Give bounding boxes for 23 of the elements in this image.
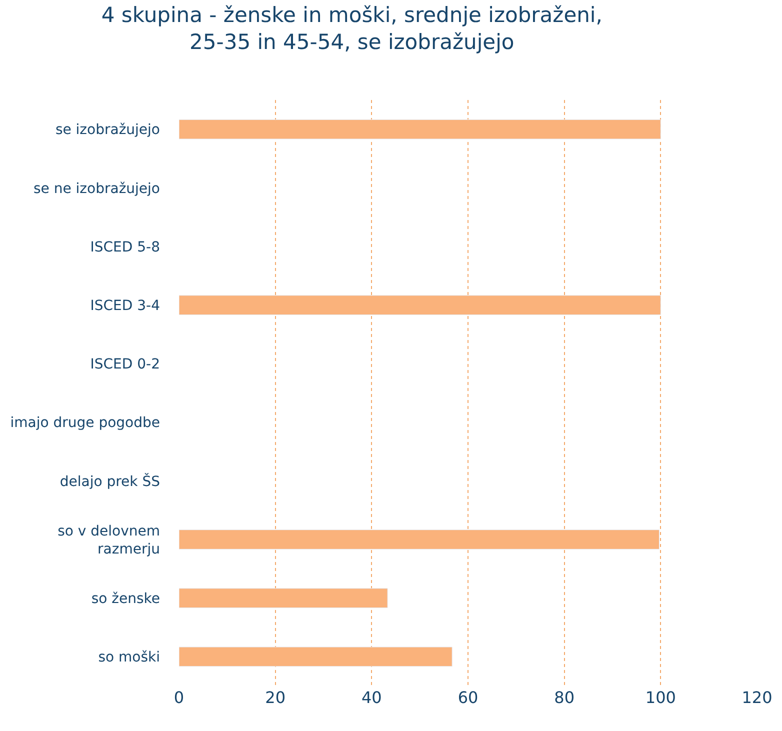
y-tick-label: so v delovnem razmerju — [58, 523, 160, 558]
y-tick-label: so moški — [98, 650, 160, 666]
y-tick-label: ISCED 5-8 — [90, 239, 160, 256]
x-tick-label: 80 — [554, 688, 575, 707]
x-tick-label: 20 — [265, 688, 286, 707]
y-tick-label: ISCED 0-2 — [90, 356, 160, 373]
y-tick-label: ISCED 3-4 — [90, 298, 160, 314]
chart-title: 4 skupina - ženske in moški, srednje izobraženi, 25-35 in 45-54, se izobražujejo — [101, 2, 602, 54]
x-tick-label: 0 — [174, 688, 184, 707]
bar — [179, 530, 660, 550]
y-tick-label: delajo prek ŠS — [60, 472, 160, 490]
y-tick-label: so ženske — [91, 591, 160, 607]
y-tick-label: se ne izobražujejo — [34, 180, 160, 197]
bar — [179, 119, 661, 140]
x-tick-label: 60 — [458, 688, 478, 707]
y-tick-label: imajo druge pogodbe — [10, 415, 160, 432]
x-tick-label: 120 — [742, 688, 772, 707]
bar — [179, 646, 452, 667]
y-tick-label: se izobražujejo — [55, 122, 160, 138]
x-tick-label: 100 — [645, 688, 676, 707]
bar — [179, 588, 388, 608]
x-tick-label: 40 — [361, 688, 382, 707]
bar — [179, 295, 661, 316]
